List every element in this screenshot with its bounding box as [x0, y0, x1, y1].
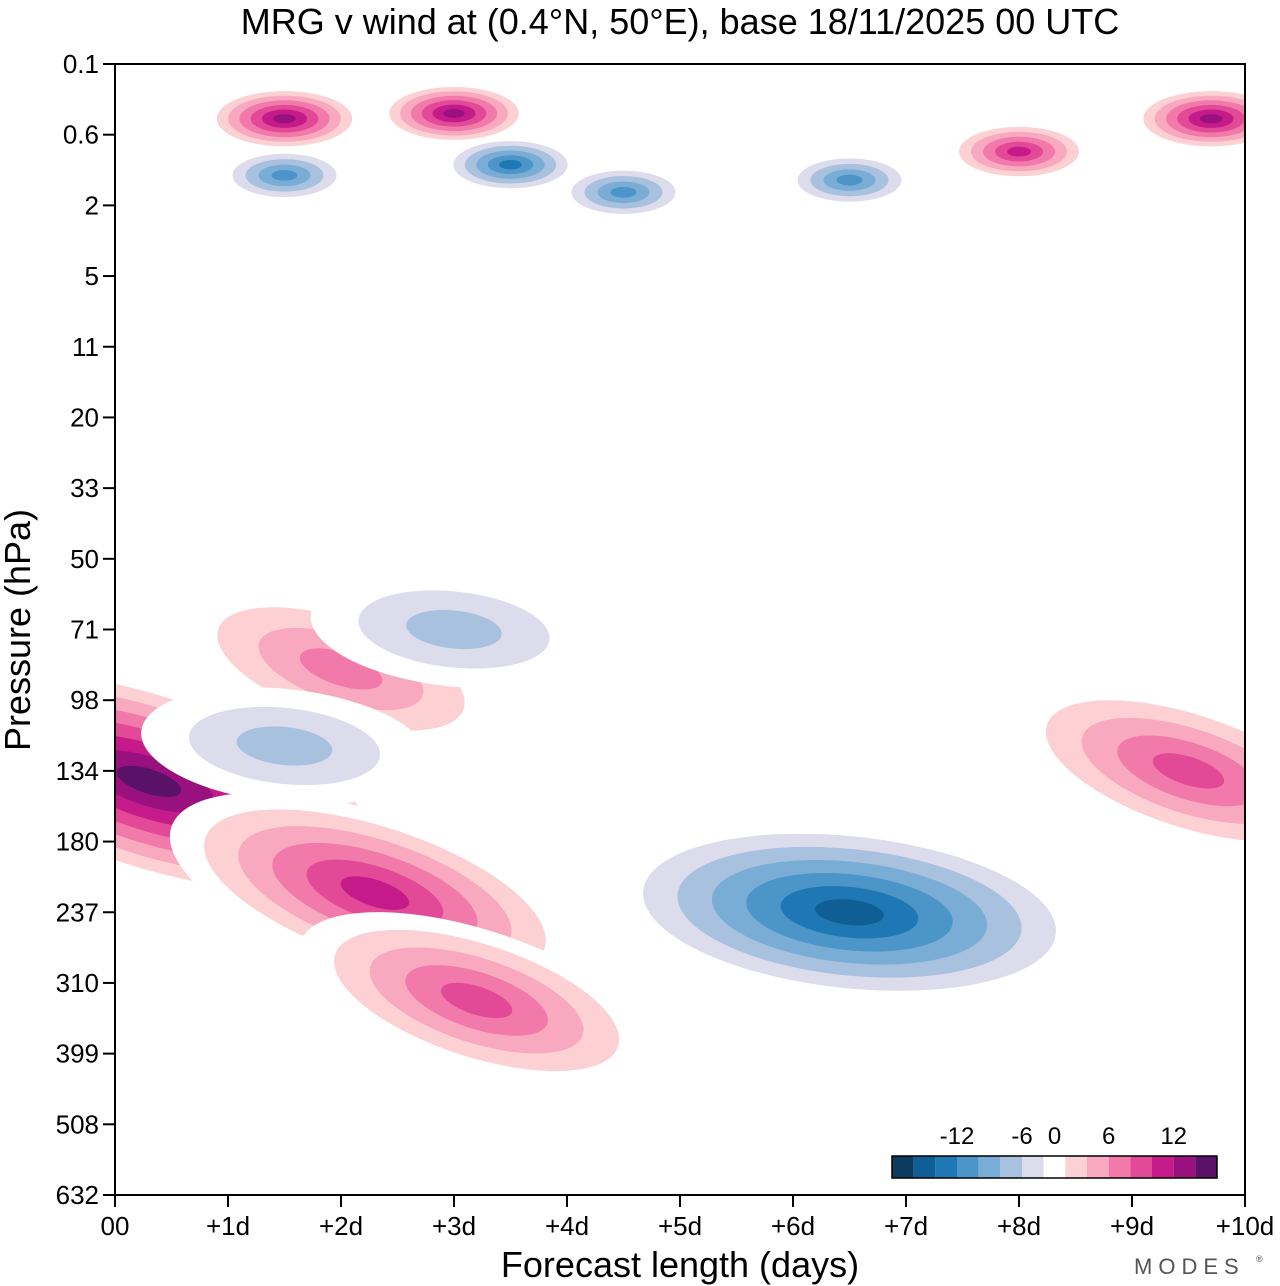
x-tick-label: +4d [545, 1211, 589, 1241]
colorbar-swatch [1000, 1156, 1022, 1178]
positive-anomaly [378, 82, 530, 145]
contour-band [116, 765, 182, 797]
contour-band [299, 648, 383, 690]
x-tick-label: +2d [319, 1211, 363, 1241]
y-tick-label: 0.1 [63, 49, 99, 79]
positive-anomaly [298, 912, 655, 1089]
negative-anomaly [608, 820, 1091, 1004]
y-tick-label: 20 [70, 402, 99, 432]
colorbar-swatch [1173, 1156, 1196, 1178]
contour-field [115, 82, 1245, 1089]
contour-band [440, 982, 513, 1019]
contour-band [1152, 753, 1225, 789]
y-tick-label: 98 [70, 685, 99, 715]
contour-band [443, 109, 465, 118]
positive-anomaly [947, 121, 1091, 182]
y-tick-label: 134 [56, 756, 99, 786]
contour-band [610, 186, 637, 198]
negative-anomaly [141, 687, 428, 805]
colorbar-label: -12 [940, 1123, 975, 1150]
colorbar-label: 6 [1102, 1123, 1115, 1150]
brand-mark: ® [1256, 1254, 1263, 1264]
x-tick-label: +5d [658, 1211, 702, 1241]
y-tick-label: 11 [72, 332, 99, 362]
colorbar-swatch [978, 1156, 1001, 1178]
colorbar-swatch [957, 1156, 979, 1178]
x-tick-label: +6d [771, 1211, 815, 1241]
negative-anomaly [784, 153, 915, 208]
contour-band [836, 174, 863, 186]
colorbar-swatch [913, 1156, 936, 1178]
negative-anomaly [219, 148, 350, 203]
x-tick-label: 00 [101, 1211, 130, 1241]
colorbar-swatch [1195, 1156, 1217, 1178]
y-tick-label: 180 [56, 827, 99, 857]
contour-band [499, 159, 522, 170]
colorbar: -12 -6 0 6 12 [891, 1123, 1218, 1179]
colorbar-swatch [1152, 1156, 1174, 1178]
colorbar-label: 0 [1048, 1123, 1061, 1150]
positive-anomaly [205, 86, 364, 151]
colorbar-swatch [1065, 1156, 1087, 1178]
y-tick-label: 0.6 [63, 120, 99, 150]
colorbar-swatch [935, 1156, 957, 1178]
colorbar-swatch [1130, 1156, 1152, 1178]
y-tick-label: 237 [56, 897, 99, 927]
x-tick-label: +3d [432, 1211, 476, 1241]
colorbar-label: 12 [1160, 1123, 1187, 1150]
contour-band [271, 169, 298, 181]
positive-anomaly [1132, 86, 1245, 151]
colorbar-swatch [1087, 1156, 1109, 1178]
brand-logo: MODES [1134, 1254, 1245, 1279]
colorbar-frame [891, 1155, 1218, 1179]
x-axis: 00 +1d +2d +3d +4d +5d +6d +7d +8d +9d +10d [101, 1195, 1275, 1241]
contour-band [273, 114, 296, 124]
chart-title: MRG v wind at (0.4°N, 50°E), base 18/11/… [241, 1, 1120, 42]
y-tick-label: 632 [56, 1180, 99, 1210]
y-tick-label: 71 [70, 615, 99, 645]
positive-anomaly [1010, 682, 1245, 860]
positive-anomaly [176, 586, 506, 752]
colorbar-swatch [892, 1156, 914, 1178]
x-axis-label: Forecast length (days) [501, 1244, 859, 1285]
contour-band [1007, 146, 1031, 157]
colorbar-swatch [1022, 1156, 1044, 1178]
x-tick-label: +1d [206, 1211, 250, 1241]
y-tick-label: 310 [56, 968, 99, 998]
negative-anomaly [558, 165, 689, 220]
contour-band [815, 899, 884, 926]
y-tick-label: 2 [85, 190, 99, 220]
y-tick-label: 508 [56, 1109, 99, 1139]
y-tick-label: 399 [56, 1039, 99, 1069]
y-tick-label: 33 [70, 473, 99, 503]
x-tick-label: +10d [1216, 1211, 1275, 1241]
y-axis: 0.1 0.6 2 5 11 20 33 50 71 98 134 180 237 310 399 508 63… [56, 49, 115, 1210]
contour-band [340, 876, 410, 910]
x-tick-label: +7d [884, 1211, 928, 1241]
y-tick-label: 50 [70, 544, 99, 574]
y-tick-label: 5 [85, 261, 99, 291]
x-tick-label: +9d [1110, 1211, 1154, 1241]
colorbar-swatch [1043, 1156, 1066, 1178]
contour-band [1199, 114, 1223, 124]
contour-band [236, 726, 333, 766]
negative-anomaly [442, 136, 579, 193]
colorbar-label: -6 [1011, 1123, 1032, 1150]
negative-anomaly [310, 570, 598, 689]
colorbar-swatch [1108, 1156, 1131, 1178]
contour-band [406, 609, 502, 650]
y-axis-label: Pressure (hPa) [0, 509, 38, 751]
x-tick-label: +8d [997, 1211, 1041, 1241]
